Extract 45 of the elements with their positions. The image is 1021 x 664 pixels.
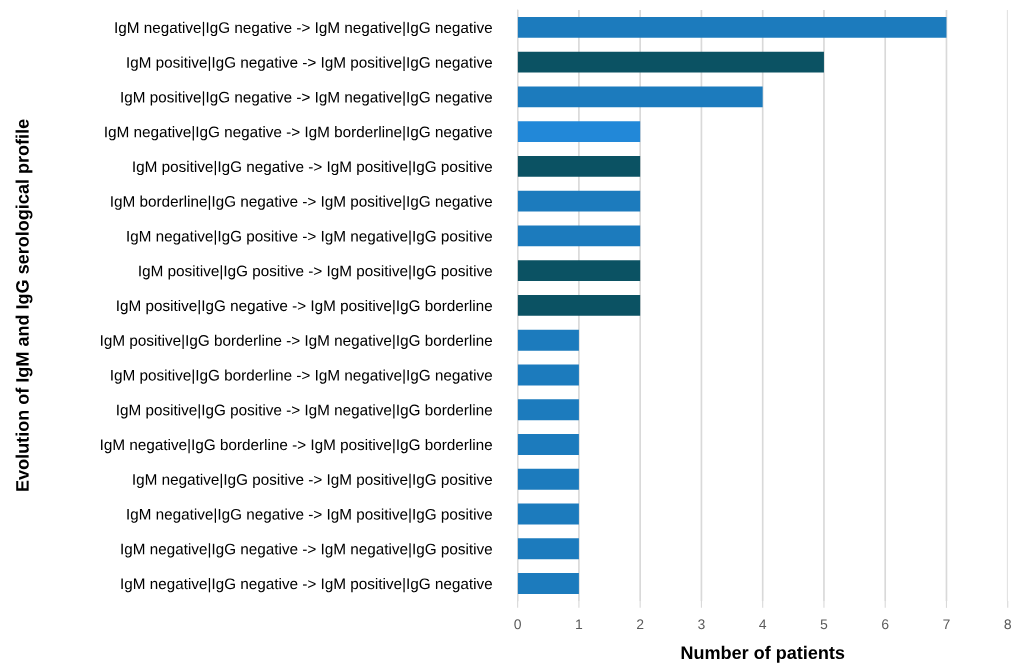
y-tick-label: IgM positive|IgG negative -> IgM negative|IgG negative: [121, 91, 492, 106]
bar: [517, 399, 579, 421]
y-tick-label: IgM negative|IgG positive -> IgM positive|IgG positive: [133, 473, 492, 489]
x-tick-label: 4: [759, 619, 767, 630]
y-tick-label: IgM positive|IgG borderline -> IgM negative|IgG negative: [111, 369, 492, 384]
y-tick-label: IgM negative|IgG positive -> IgM negative|IgG positive: [127, 230, 492, 245]
y-tick-label: IgM borderline|IgG negative -> IgM positive|IgG negative: [111, 195, 492, 210]
bar: [517, 503, 579, 525]
y-tick-label: IgM negative|IgG negative -> IgM positive|IgG negative: [121, 578, 492, 593]
bar: [517, 16, 947, 38]
bar: [517, 329, 579, 351]
x-tick-label: 8: [1004, 619, 1011, 630]
y-tick-label: IgM negative|IgG negative -> IgM negative|IgG negative: [115, 21, 492, 37]
bar: [517, 364, 579, 386]
x-tick-label: 0: [514, 619, 521, 630]
x-tick-label: 6: [882, 619, 889, 630]
y-tick-label: IgM positive|IgG borderline -> IgM negative|IgG borderline: [101, 334, 492, 349]
bar: [517, 295, 641, 316]
bar: [517, 155, 641, 177]
y-tick-label: IgM negative|IgG borderline -> IgM positive|IgG borderline: [101, 438, 492, 454]
y-tick-label: IgM positive|IgG negative -> IgM positive|IgG positive: [133, 160, 492, 176]
y-tick-label: IgM negative|IgG negative -> IgM positive|IgG positive: [127, 508, 492, 523]
bar: [517, 573, 579, 594]
y-tick-label: IgM negative|IgG negative -> IgM negative|IgG positive: [121, 543, 492, 558]
y-tick-label: IgM positive|IgG negative -> IgM positive|IgG negative: [127, 56, 492, 71]
bar: [517, 434, 579, 455]
x-tick-label: 1: [576, 619, 583, 630]
bar: [517, 225, 641, 247]
bar: [517, 86, 763, 108]
x-tick-label: 3: [698, 619, 705, 630]
y-tick-label: IgM positive|IgG positive -> IgM negative|IgG borderline: [117, 404, 492, 419]
bar: [517, 190, 641, 212]
bar: [517, 260, 641, 282]
bar: [517, 121, 641, 143]
x-tick-label: 7: [943, 619, 950, 630]
y-tick-label: IgM positive|IgG negative -> IgM positive|IgG borderline: [117, 299, 492, 315]
y-tick-label: IgM negative|IgG negative -> IgM borderline|IgG negative: [105, 126, 492, 141]
x-axis-title: Number of patients: [681, 645, 845, 663]
y-tick-label: IgM positive|IgG positive -> IgM positive|IgG positive: [139, 265, 492, 280]
bar: [517, 538, 579, 560]
x-tick-label: 2: [637, 619, 644, 630]
bar: [517, 468, 579, 490]
bar: [517, 51, 824, 73]
x-tick-label: 5: [820, 619, 828, 630]
y-axis-title: Evolution of IgM and IgG serological profile: [15, 119, 33, 491]
